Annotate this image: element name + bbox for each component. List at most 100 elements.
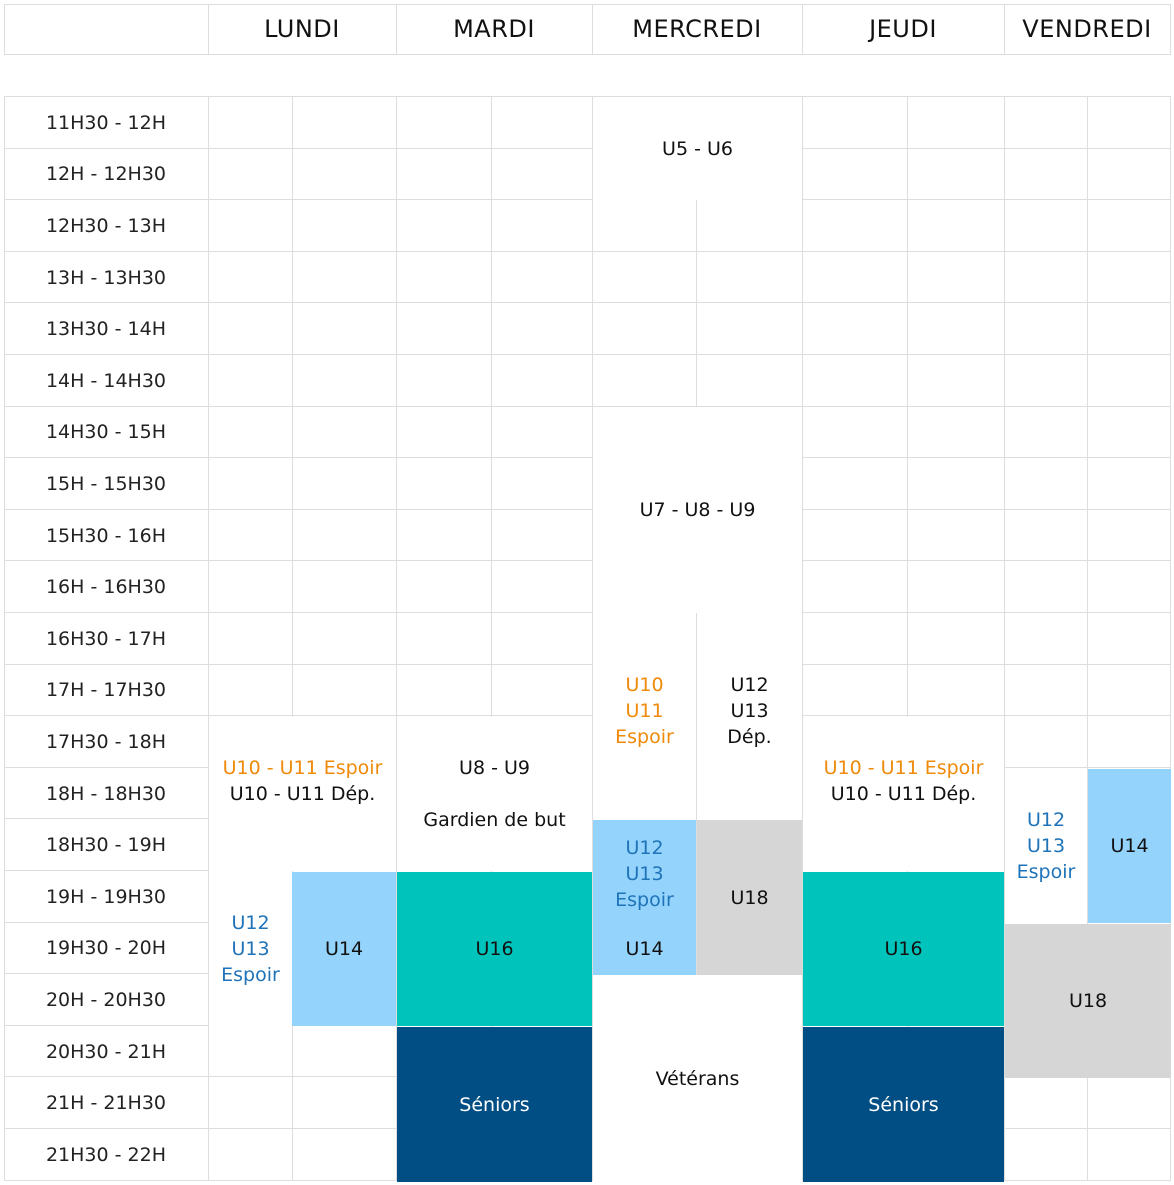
time-label: 14H - 14H30: [45, 369, 167, 392]
grid-line: [1004, 4, 1005, 55]
grid-line: [491, 96, 492, 1181]
session-mardi-seniors: Séniors: [397, 1027, 592, 1182]
session-label: U13: [625, 863, 664, 885]
grid-line: [4, 508, 1171, 510]
session-label: U18: [1068, 990, 1108, 1012]
session-lundi-u10-u11: U10 - U11 Espoir U10 - U11 Dép.: [209, 717, 396, 871]
time-label: 14H30 - 15H: [45, 421, 167, 444]
session-label: Espoir: [1016, 861, 1076, 883]
session-label: U13: [231, 938, 270, 960]
day-header-jeudi: JEUDI: [869, 15, 937, 43]
session-jeudi-u16: U16: [803, 872, 1004, 1026]
time-label: 19H - 19H30: [45, 885, 167, 908]
grid-line: [396, 4, 397, 55]
time-label: 16H - 16H30: [45, 576, 167, 599]
grid-line: [4, 405, 1171, 407]
time-label: 21H - 21H30: [45, 1092, 167, 1115]
session-label: U12: [625, 837, 664, 859]
session-label: Séniors: [459, 1093, 530, 1116]
session-label: U16: [475, 938, 514, 960]
session-label: Vétérans: [655, 1067, 740, 1090]
day-header-mercredi: MERCREDI: [632, 15, 762, 43]
session-label: U7 - U8 - U9: [639, 499, 756, 521]
session-vendredi-u18: U18: [1005, 924, 1171, 1078]
session-lundi-u14: U14: [292, 872, 396, 1026]
session-label: U10 - U11 Dép.: [830, 783, 977, 805]
session-jeudi-seniors: Séniors: [803, 1027, 1004, 1182]
session-mercredi-u12-u13-espoir: U12 U13 Espoir: [593, 820, 696, 923]
session-label: U14: [324, 938, 364, 960]
session-mercredi-u12-u13-dep: U12 U13 Dép.: [697, 613, 802, 819]
session-label: Séniors: [868, 1093, 939, 1116]
time-label: 19H30 - 20H: [45, 937, 167, 960]
session-label: U10 - U11 Espoir: [222, 757, 383, 779]
session-mercredi-u5-u6: U5 - U6: [593, 97, 802, 200]
session-label: Dép.: [727, 726, 772, 748]
grid-line: [592, 4, 593, 55]
time-label: 20H - 20H30: [45, 988, 167, 1011]
session-label: U14: [625, 938, 664, 960]
grid-line: [802, 4, 803, 55]
session-label: U10: [625, 674, 664, 696]
grid-line: [4, 54, 1171, 55]
grid-line: [907, 96, 908, 1181]
session-label: U10 - U11 Dép.: [229, 783, 376, 805]
session-jeudi-u10-u11: U10 - U11 Espoir U10 - U11 Dép.: [803, 717, 1004, 871]
session-label: U12: [730, 674, 769, 696]
session-label: Espoir: [615, 726, 674, 748]
time-label: 17H - 17H30: [45, 679, 167, 702]
grid-line: [4, 96, 1171, 97]
session-label: U18: [730, 886, 769, 909]
time-label: 20H30 - 21H: [45, 1040, 167, 1063]
session-mercredi-u18: U18: [697, 820, 802, 975]
session-vendredi-u14: U14: [1088, 769, 1171, 923]
time-label: 12H30 - 13H: [45, 214, 167, 237]
grid-line: [208, 4, 209, 55]
grid-line: [4, 96, 5, 1181]
grid-line: [4, 250, 1171, 252]
grid-line: [592, 96, 593, 1181]
session-mardi-u16: U16: [397, 872, 592, 1026]
session-label: U14: [1110, 835, 1149, 857]
grid-line: [4, 4, 1171, 5]
time-label: 17H30 - 18H: [45, 730, 167, 753]
session-mercredi-u14: U14: [593, 923, 696, 975]
time-label: 13H - 13H30: [45, 266, 167, 289]
time-label: 18H30 - 19H: [45, 834, 167, 857]
session-label: Espoir: [221, 964, 280, 986]
time-label: 21H30 - 22H: [45, 1143, 167, 1166]
time-label: 18H - 18H30: [45, 782, 167, 805]
day-header-mardi: MARDI: [453, 15, 535, 43]
session-lundi-u12-u13-espoir: U12 U13 Espoir: [209, 872, 292, 1026]
grid-line: [4, 302, 1171, 304]
time-label: 15H - 15H30: [45, 472, 167, 495]
time-label: 16H30 - 17H: [45, 627, 167, 650]
grid-line: [1087, 96, 1088, 1181]
session-vendredi-u12-u13-espoir: U12 U13 Espoir: [1005, 769, 1087, 923]
session-mardi-u8-u9-gardien: U8 - U9 Gardien de but: [397, 717, 592, 871]
session-label: Espoir: [615, 889, 674, 911]
grid-line: [4, 354, 1171, 355]
grid-line: [4, 4, 5, 55]
session-label: U11: [625, 700, 664, 722]
grid-line: [4, 715, 1171, 717]
time-label: 12H - 12H30: [45, 163, 167, 186]
grid-line: [696, 96, 697, 1181]
grid-line: [4, 663, 1171, 665]
grid-line: [4, 199, 1171, 201]
session-label: Gardien de but: [423, 809, 566, 831]
session-label: U5 - U6: [662, 137, 733, 160]
session-mercredi-u10-u11-espoir: U10 U11 Espoir: [593, 613, 696, 819]
session-label: U16: [884, 938, 923, 960]
grid-line: [4, 612, 1171, 613]
time-label: 11H30 - 12H: [45, 111, 167, 134]
session-label: U13: [1026, 835, 1066, 857]
day-header-vendredi: VENDREDI: [1022, 15, 1152, 43]
grid-line: [4, 457, 1171, 459]
session-label: U8 - U9: [459, 757, 530, 779]
day-header-lundi: LUNDI: [264, 15, 340, 43]
grid-line: [292, 96, 293, 1181]
session-label: U10 - U11 Espoir: [823, 757, 984, 779]
grid-line: [802, 96, 803, 1181]
